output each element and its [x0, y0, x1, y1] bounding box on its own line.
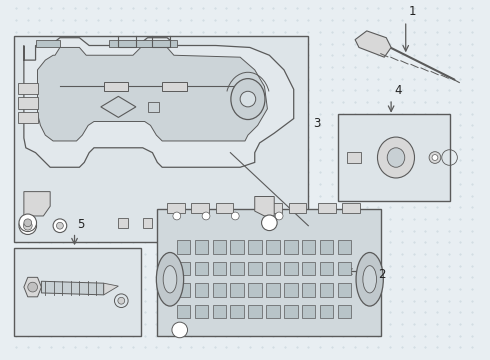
Circle shape — [118, 297, 124, 304]
Bar — [213, 305, 226, 318]
Bar — [319, 240, 333, 254]
Polygon shape — [104, 283, 119, 295]
Bar — [213, 240, 226, 254]
Bar — [167, 203, 185, 213]
Bar — [266, 283, 280, 297]
Ellipse shape — [156, 252, 184, 306]
Bar — [343, 203, 360, 213]
Bar — [109, 40, 177, 48]
Bar — [213, 283, 226, 297]
Circle shape — [24, 221, 32, 230]
Bar — [195, 240, 208, 254]
Circle shape — [429, 152, 441, 163]
Bar — [216, 203, 233, 213]
Ellipse shape — [387, 148, 405, 167]
Bar — [177, 283, 191, 297]
Bar — [143, 218, 152, 228]
Polygon shape — [38, 48, 268, 141]
Bar — [338, 283, 351, 297]
Bar — [318, 203, 336, 213]
Bar — [162, 82, 187, 91]
Bar — [18, 97, 38, 109]
Text: 2: 2 — [378, 268, 386, 281]
Polygon shape — [24, 277, 42, 297]
Circle shape — [53, 219, 67, 233]
Ellipse shape — [163, 266, 177, 293]
Bar — [265, 203, 282, 213]
Bar — [195, 305, 208, 318]
Bar — [284, 305, 297, 318]
Bar — [319, 305, 333, 318]
Bar — [338, 305, 351, 318]
Bar — [248, 305, 262, 318]
Ellipse shape — [377, 137, 415, 178]
Bar — [266, 240, 280, 254]
Bar — [230, 305, 244, 318]
Bar — [230, 262, 244, 275]
Bar — [319, 283, 333, 297]
Circle shape — [19, 214, 37, 231]
Bar — [248, 240, 262, 254]
Bar — [18, 112, 38, 123]
Circle shape — [275, 212, 283, 220]
Bar — [119, 218, 128, 228]
Bar — [157, 209, 381, 336]
Bar — [14, 36, 308, 242]
Ellipse shape — [231, 78, 265, 120]
Bar — [302, 262, 316, 275]
Bar — [177, 305, 191, 318]
Bar — [266, 305, 280, 318]
Bar — [347, 152, 361, 163]
Bar — [284, 262, 297, 275]
Bar — [302, 283, 316, 297]
Bar — [319, 262, 333, 275]
Ellipse shape — [356, 252, 383, 306]
Bar — [104, 82, 128, 91]
Bar — [284, 283, 297, 297]
Circle shape — [56, 222, 63, 229]
Bar — [192, 203, 209, 213]
Polygon shape — [255, 197, 274, 216]
Ellipse shape — [363, 266, 376, 293]
Bar — [195, 283, 208, 297]
Circle shape — [24, 219, 32, 227]
Text: 3: 3 — [313, 117, 320, 130]
Bar — [195, 262, 208, 275]
Bar — [289, 203, 306, 213]
Circle shape — [432, 154, 438, 161]
Circle shape — [240, 91, 256, 107]
Bar — [284, 240, 297, 254]
Circle shape — [19, 217, 37, 234]
Bar — [213, 262, 226, 275]
Circle shape — [172, 322, 188, 338]
Text: 5: 5 — [77, 217, 85, 231]
Bar — [302, 305, 316, 318]
Bar — [266, 262, 280, 275]
Polygon shape — [355, 31, 391, 57]
Polygon shape — [24, 192, 50, 216]
Bar — [338, 262, 351, 275]
Bar — [248, 262, 262, 275]
Bar — [302, 240, 316, 254]
Bar — [18, 82, 38, 94]
Circle shape — [231, 212, 239, 220]
Bar — [248, 283, 262, 297]
Bar — [338, 240, 351, 254]
Circle shape — [173, 212, 181, 220]
Text: 1: 1 — [409, 5, 416, 18]
Bar — [230, 283, 244, 297]
Bar — [338, 114, 449, 201]
Bar — [230, 240, 244, 254]
Bar — [36, 40, 60, 48]
Circle shape — [202, 212, 210, 220]
Bar — [177, 240, 191, 254]
Bar — [147, 102, 159, 112]
Circle shape — [28, 282, 38, 292]
Polygon shape — [42, 281, 104, 295]
Circle shape — [262, 215, 277, 231]
Bar — [177, 262, 191, 275]
Polygon shape — [24, 38, 294, 167]
Bar — [14, 248, 141, 336]
Text: 4: 4 — [394, 84, 401, 97]
